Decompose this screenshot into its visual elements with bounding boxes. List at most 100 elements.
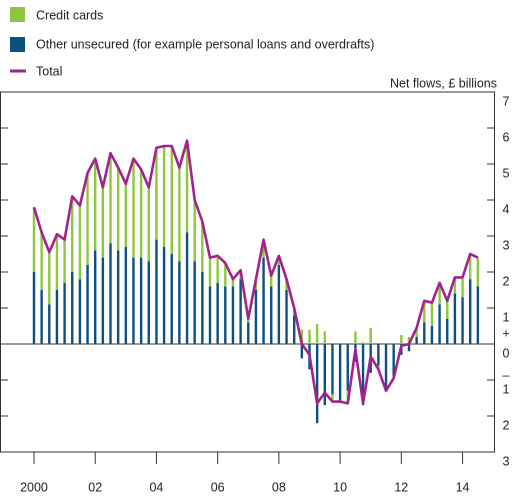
bar — [224, 286, 227, 344]
bar — [285, 279, 288, 290]
bar — [216, 282, 219, 344]
bar — [285, 290, 288, 344]
bar — [308, 329, 311, 344]
bar — [178, 261, 181, 344]
bar — [32, 272, 36, 344]
total-line — [32, 139, 479, 405]
bar — [354, 331, 357, 344]
y-tick-label: 1 — [503, 310, 510, 324]
bar — [369, 327, 372, 344]
bar — [315, 324, 319, 344]
bar — [423, 300, 426, 323]
bar — [155, 239, 158, 344]
bar — [132, 158, 135, 258]
bar — [185, 232, 189, 344]
y-tick-label: 4 — [503, 202, 510, 216]
bar — [361, 342, 365, 344]
bar — [346, 344, 349, 391]
bar — [270, 286, 273, 344]
x-tick-label: 2000 — [20, 480, 48, 494]
bar — [231, 286, 235, 344]
legend-label: Credit cards — [36, 8, 103, 22]
bar — [415, 336, 418, 344]
bar — [476, 286, 480, 344]
bar — [124, 246, 128, 344]
y-sign-label: – — [503, 368, 510, 382]
bar — [170, 146, 173, 254]
bar — [208, 257, 212, 287]
bar — [116, 167, 120, 251]
bar — [71, 196, 74, 272]
legend-swatch — [10, 7, 25, 22]
bar — [476, 257, 480, 287]
bar — [94, 158, 97, 251]
bar — [446, 318, 449, 344]
legend-label: Other unsecured (for example personal lo… — [36, 37, 374, 51]
bar — [32, 207, 36, 272]
bar — [254, 290, 258, 344]
bar — [193, 261, 196, 344]
y-tick-label: 3 — [503, 454, 510, 468]
bar — [101, 187, 105, 258]
x-tick-label: 12 — [394, 480, 408, 494]
bar — [469, 254, 472, 280]
bar — [407, 336, 411, 344]
bar — [116, 250, 120, 344]
bar — [147, 261, 150, 344]
bar — [300, 344, 304, 359]
bar — [224, 263, 227, 287]
bar — [323, 331, 326, 344]
bar — [262, 239, 265, 258]
bar — [71, 272, 74, 344]
bar — [430, 302, 434, 326]
bar — [201, 272, 204, 344]
bar — [461, 277, 464, 298]
bar — [40, 232, 43, 290]
x-tick-label: 06 — [211, 480, 225, 494]
bar — [162, 246, 166, 344]
bar — [78, 205, 82, 280]
bar — [338, 344, 342, 402]
x-tick-label: 10 — [333, 480, 347, 494]
bar — [55, 234, 59, 290]
x-tick-label: 14 — [456, 480, 470, 494]
bar — [101, 257, 105, 344]
bar — [48, 252, 51, 305]
bar — [423, 322, 426, 344]
bar — [270, 275, 273, 287]
bar — [86, 264, 89, 344]
bar — [109, 243, 112, 344]
bar — [331, 394, 334, 402]
bar — [185, 140, 189, 233]
bar — [162, 146, 166, 247]
bar — [384, 344, 388, 391]
bar — [430, 326, 434, 344]
x-tick-label: 02 — [88, 480, 102, 494]
bar — [55, 290, 59, 344]
bar — [300, 329, 304, 344]
y-tick-label: 2 — [503, 418, 510, 432]
bar — [94, 250, 97, 344]
y-tick-label: 3 — [503, 238, 510, 252]
bar — [109, 153, 112, 244]
y-tick-label: 0 — [503, 346, 510, 360]
y-tick-label: 6 — [503, 130, 510, 144]
bar — [277, 255, 281, 265]
bar — [315, 344, 319, 424]
bar — [323, 344, 326, 406]
bar — [292, 315, 296, 344]
bar — [86, 173, 89, 265]
legend-label: Total — [36, 64, 62, 78]
bar — [262, 257, 265, 344]
bar — [155, 147, 158, 240]
bar — [438, 304, 441, 344]
bar — [124, 183, 128, 247]
bar — [139, 169, 143, 258]
bar — [446, 300, 449, 319]
x-tick-label: 04 — [149, 480, 163, 494]
y-tick-label: 5 — [503, 166, 510, 180]
bar — [63, 239, 66, 283]
bar — [453, 293, 457, 344]
y-tick-label: 2 — [503, 274, 510, 288]
